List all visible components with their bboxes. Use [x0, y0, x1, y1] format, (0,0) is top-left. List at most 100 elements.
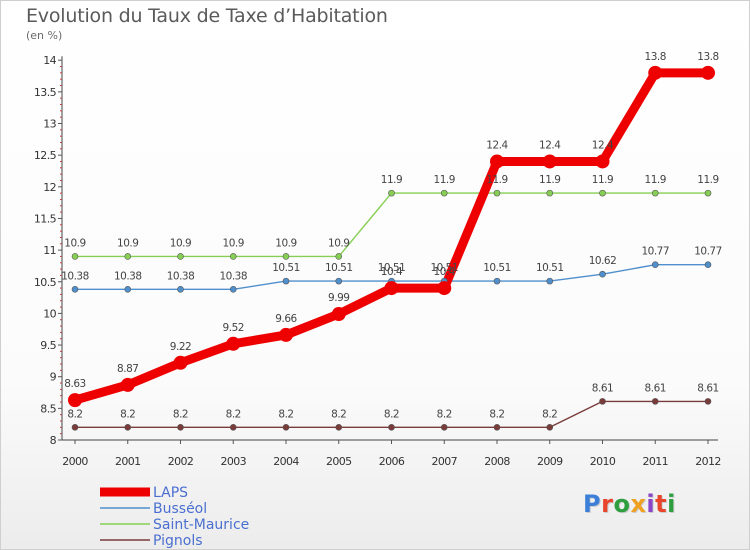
data-label: 8.2 — [489, 408, 504, 420]
data-label: 8.2 — [67, 408, 82, 420]
data-label: 8.2 — [120, 408, 135, 420]
data-label: 10.77 — [641, 246, 669, 258]
data-point — [335, 253, 343, 260]
y-tick-label: 14 — [43, 54, 56, 67]
data-point — [71, 286, 79, 293]
data-label: 8.61 — [592, 382, 613, 394]
logo-letter: r — [601, 490, 614, 518]
legend-label: Busséol — [153, 501, 207, 517]
data-point — [701, 65, 715, 80]
data-label: 10.9 — [275, 237, 296, 249]
data-label: 8.2 — [384, 408, 399, 420]
y-tick-label: 13.5 — [34, 86, 57, 99]
data-point — [282, 253, 290, 260]
y-tick-label: 12.5 — [34, 149, 57, 162]
data-label: 11.9 — [697, 174, 718, 186]
data-label: 10.51 — [483, 262, 511, 274]
data-point — [124, 424, 132, 431]
data-label: 10.51 — [378, 262, 406, 274]
x-tick-label: 2001 — [115, 455, 141, 468]
data-point — [490, 154, 504, 169]
logo-letter: x — [630, 490, 647, 518]
logo-letter: P — [583, 490, 602, 518]
data-label: 8.63 — [64, 378, 85, 390]
data-point — [595, 154, 610, 169]
data-point — [440, 424, 448, 431]
data-label: 8.2 — [331, 408, 346, 420]
data-point — [704, 189, 712, 197]
y-tick-label: 8.5 — [40, 402, 56, 415]
data-label: 13.8 — [697, 51, 718, 63]
data-label: 10.62 — [589, 255, 617, 267]
data-point — [440, 189, 448, 197]
data-label: 12.4 — [486, 139, 508, 151]
x-tick-label: 2006 — [379, 455, 405, 468]
data-point — [177, 253, 184, 260]
logo-letter: i — [667, 490, 676, 518]
data-point — [493, 424, 501, 431]
data-point — [388, 424, 395, 431]
data-point — [599, 270, 606, 278]
data-label: 8.61 — [645, 382, 666, 394]
data-label: 10.38 — [167, 270, 195, 282]
data-label: 11.9 — [592, 174, 613, 186]
data-label: 10.51 — [325, 262, 353, 274]
chart-title: Evolution du Taux de Taxe d’Habitation — [26, 5, 388, 27]
data-label: 10.77 — [694, 246, 722, 258]
data-label: 10.38 — [61, 270, 89, 282]
data-point — [651, 398, 659, 405]
logo-letter: t — [655, 490, 668, 518]
x-tick-label: 2000 — [62, 455, 88, 468]
data-label: 10.4 — [434, 266, 456, 278]
data-label: 9.52 — [223, 322, 244, 334]
x-tick-label: 2012 — [695, 455, 721, 468]
data-point — [599, 398, 606, 405]
data-label: 10.4 — [381, 266, 403, 278]
axes: 8 8.5 9 9.5 10 10.5 11 11.5 12 12.5 13 13.5 14 2000 20… — [34, 54, 721, 468]
data-label: 11.9 — [486, 174, 507, 186]
data-label: 9.66 — [275, 313, 297, 325]
data-label: 11.9 — [434, 174, 455, 186]
x-tick-label: 2007 — [431, 455, 457, 468]
y-tick-label: 10.5 — [34, 276, 57, 289]
legend-label: Pignols — [153, 533, 203, 549]
data-point — [546, 189, 554, 197]
y-tick-label: 11.5 — [34, 212, 57, 225]
x-tick-label: 2011 — [642, 455, 668, 468]
x-tick-label: 2008 — [484, 455, 510, 468]
proxiti-logo: Proxiti — [583, 490, 676, 518]
y-tick-label: 11 — [43, 244, 56, 257]
logo-letter: i — [646, 490, 656, 518]
y-tick-label: 13 — [43, 118, 56, 131]
data-point — [282, 277, 290, 285]
data-point — [226, 336, 241, 351]
data-label: 10.38 — [114, 270, 142, 282]
data-point — [648, 65, 663, 80]
data-labels: 8.63 8.87 9.22 9.52 9.66 9.99 10.4 10.4 12.4 12.4… — [61, 51, 722, 420]
y-tick-label: 10 — [43, 307, 56, 320]
data-point — [546, 424, 554, 431]
data-point — [493, 277, 501, 285]
data-label: 10.51 — [536, 262, 564, 274]
data-point — [388, 189, 395, 197]
data-label: 8.2 — [226, 408, 241, 420]
data-point — [68, 393, 82, 408]
data-label: 11.9 — [645, 174, 666, 186]
data-point — [229, 424, 237, 431]
series-lines — [70, 68, 713, 428]
data-point — [704, 398, 712, 405]
x-tick-label: 2005 — [326, 455, 352, 468]
data-label: 8.61 — [697, 382, 718, 394]
data-label: 10.51 — [430, 262, 458, 274]
data-point — [542, 154, 557, 169]
logo-letter: o — [613, 490, 631, 518]
legend-label: LAPS — [153, 485, 188, 501]
data-point — [384, 281, 399, 296]
data-label: 10.9 — [328, 237, 349, 249]
data-point — [120, 377, 135, 392]
data-point — [177, 424, 184, 431]
data-point — [335, 424, 343, 431]
data-label: 10.51 — [272, 262, 300, 274]
